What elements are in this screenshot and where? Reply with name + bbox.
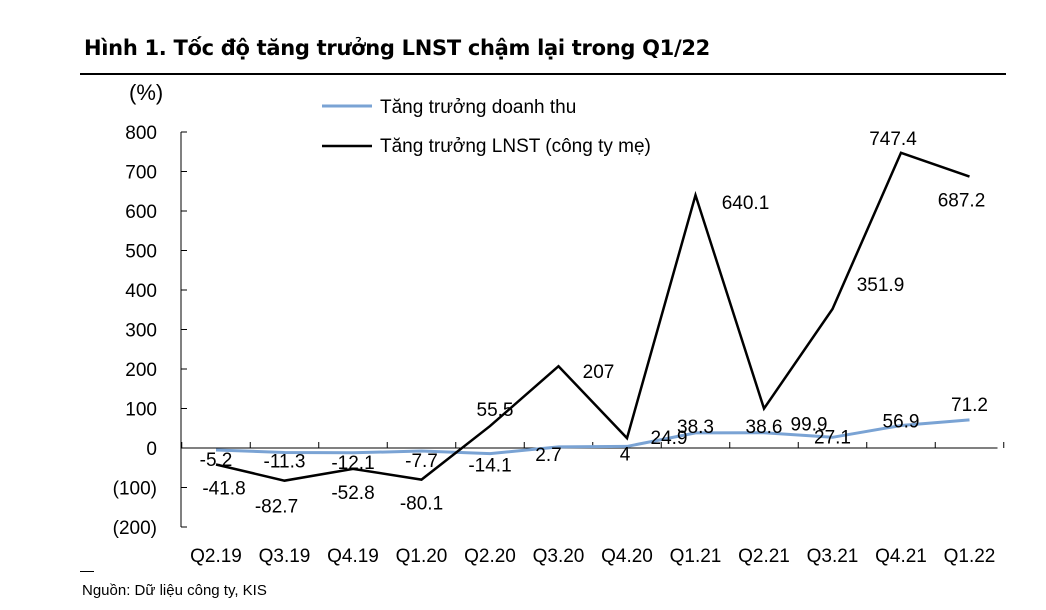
y-tick-label: 100 (125, 400, 157, 421)
data-label-revenue: 71.2 (951, 395, 988, 416)
x-tick-label: Q2.20 (464, 546, 516, 567)
data-label-profit: 747.4 (869, 129, 917, 150)
x-tick-label: Q1.21 (670, 546, 722, 567)
y-tick-label: (100) (113, 479, 157, 500)
data-label-profit: 24.9 (651, 428, 688, 449)
data-label-revenue: 38.6 (746, 417, 783, 438)
y-tick-label: 700 (125, 163, 157, 184)
source-note: Nguồn: Dữ liệu công ty, KIS (82, 582, 267, 599)
x-tick-label: Q3.19 (259, 546, 311, 567)
x-tick-label: Q1.22 (944, 546, 996, 567)
data-label-profit: 99.9 (791, 415, 828, 436)
y-tick-label: 400 (125, 281, 157, 302)
legend-label-profit: Tăng trưởng LNST (công ty mẹ) (380, 136, 651, 157)
series-line-profit-growth (215, 151, 970, 482)
figure-title: Hình 1. Tốc độ tăng trưởng LNST chậm lại… (84, 36, 710, 60)
y-tick-label: 300 (125, 321, 157, 342)
data-label-profit: -82.7 (255, 497, 298, 518)
data-label-profit: 687.2 (938, 191, 986, 212)
y-tick-label: 500 (125, 242, 157, 263)
data-label-revenue: 27.1 (814, 427, 851, 448)
data-label-revenue: 4 (620, 444, 631, 465)
y-tick-label: 600 (125, 202, 157, 223)
data-label-revenue: 38.3 (677, 417, 714, 438)
data-label-revenue: -12.1 (331, 453, 374, 474)
data-label-revenue: -7.7 (405, 451, 438, 472)
x-tick-label: Q3.21 (807, 546, 859, 567)
y-tick-label: 200 (125, 360, 157, 381)
y-axis-label: (%) (129, 80, 163, 105)
data-label-revenue: -14.1 (468, 456, 511, 477)
x-tick-label: Q4.21 (875, 546, 927, 567)
x-tick-label: Q2.19 (190, 546, 242, 567)
data-label-profit: -41.8 (202, 479, 245, 500)
data-label-revenue: -5.2 (200, 450, 233, 471)
data-label-revenue: 2.7 (535, 445, 561, 466)
data-label-revenue: -11.3 (264, 451, 306, 472)
source-rule (80, 571, 94, 572)
x-tick-label: Q2.21 (738, 546, 790, 567)
x-tick-label: Q4.19 (327, 546, 379, 567)
series-line-revenue-growth (215, 418, 970, 456)
legend-label-revenue: Tăng trưởng doanh thu (380, 97, 576, 118)
y-tick-label: (200) (113, 518, 157, 539)
y-tick-label: 0 (146, 439, 157, 460)
data-label-profit: -52.8 (331, 483, 374, 504)
data-label-revenue: 56.9 (883, 412, 920, 433)
data-label-profit: 55.5 (477, 400, 514, 421)
x-tick-label: Q1.20 (396, 546, 448, 567)
data-label-profit: 351.9 (857, 275, 905, 296)
x-tick-label: Q3.20 (533, 546, 585, 567)
y-tick-label: 800 (125, 123, 157, 144)
data-label-profit: -80.1 (400, 494, 443, 515)
data-label-profit: 640.1 (722, 193, 770, 214)
data-label-profit: 207 (583, 362, 615, 383)
title-rule (80, 73, 1006, 75)
x-tick-label: Q4.20 (601, 546, 653, 567)
